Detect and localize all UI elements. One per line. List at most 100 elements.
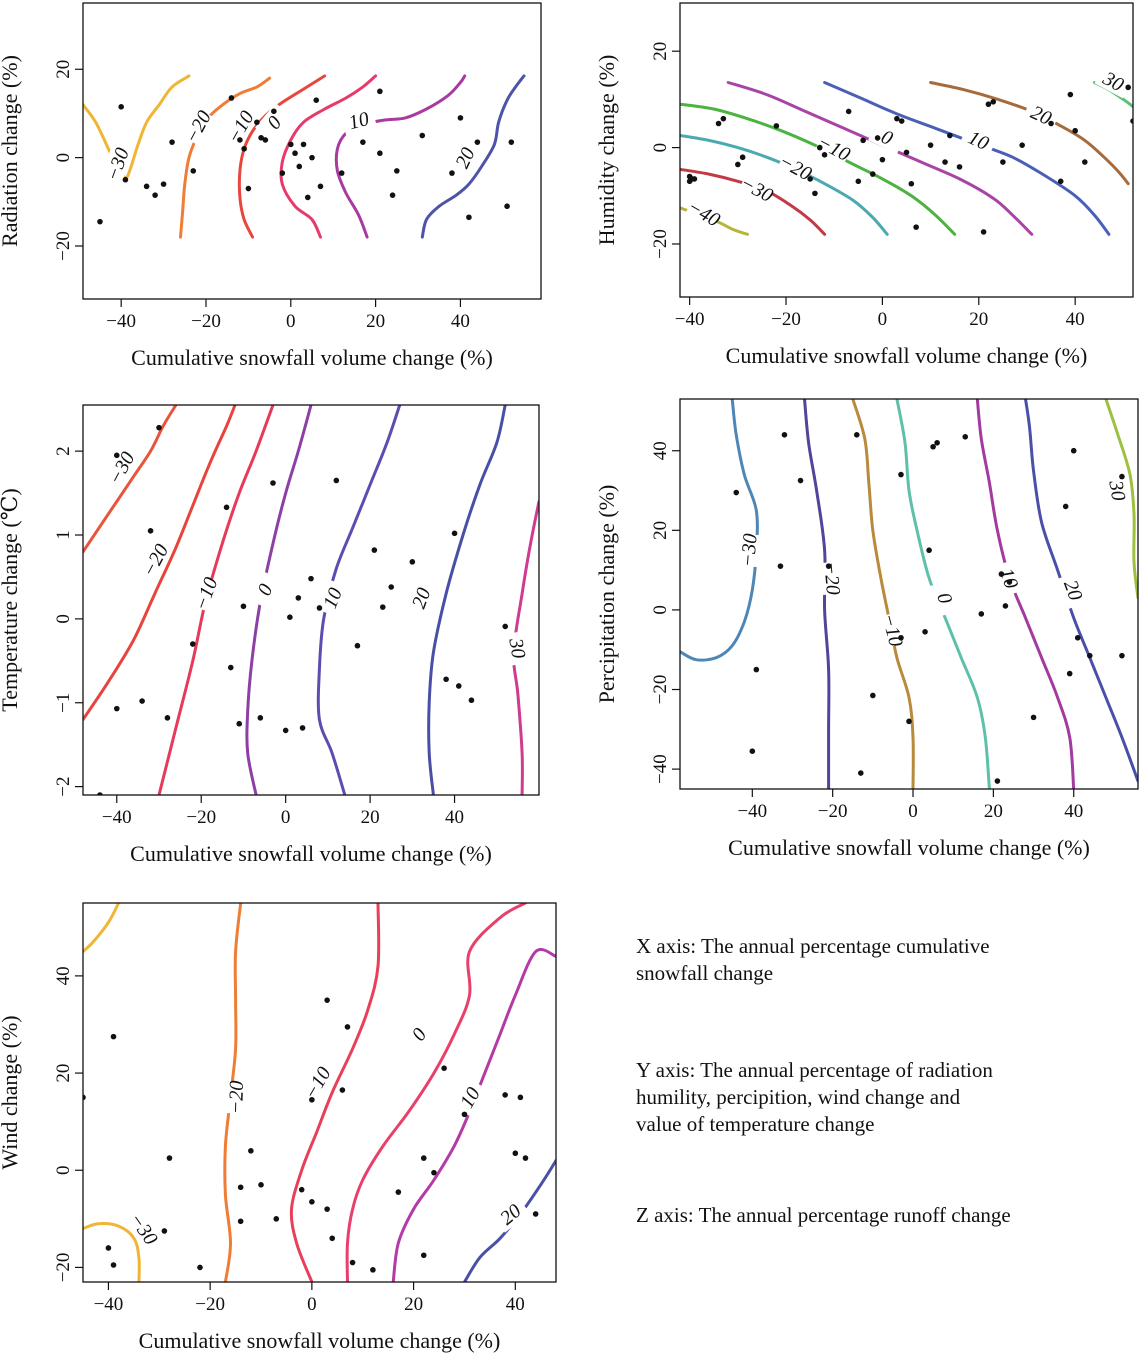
contour-label-bg bbox=[1094, 63, 1134, 99]
data-point bbox=[258, 134, 264, 141]
data-point bbox=[468, 697, 475, 704]
contour-label-6: 30 bbox=[504, 636, 529, 661]
data-point bbox=[860, 137, 866, 144]
data-point bbox=[441, 1065, 447, 1072]
data-point bbox=[97, 792, 103, 795]
contour-lines bbox=[83, 405, 539, 795]
contour-line-0 bbox=[680, 399, 759, 662]
data-point bbox=[377, 88, 383, 95]
data-point bbox=[300, 141, 307, 148]
data-point bbox=[308, 575, 314, 582]
x-tick-label: 20 bbox=[404, 1294, 423, 1315]
data-point bbox=[797, 477, 804, 484]
data-point bbox=[853, 432, 860, 438]
x-tick-label: −40 bbox=[106, 311, 136, 332]
data-point bbox=[245, 185, 252, 192]
x-tick-label: 0 bbox=[307, 1294, 317, 1315]
data-point bbox=[317, 183, 324, 190]
data-points bbox=[97, 424, 509, 795]
y-axis-title: Radiation change (%) bbox=[0, 55, 22, 247]
y-tick-label: −20 bbox=[53, 231, 74, 261]
data-point bbox=[299, 725, 306, 731]
data-point bbox=[344, 1024, 351, 1030]
data-point bbox=[169, 139, 175, 145]
x-tick-label: 20 bbox=[969, 309, 988, 330]
data-point bbox=[457, 115, 464, 121]
data-point bbox=[273, 1216, 280, 1222]
contour-label-bg bbox=[452, 1078, 488, 1117]
data-point bbox=[985, 101, 992, 108]
contour-label-0: −30 bbox=[102, 145, 134, 184]
contour-label-bg bbox=[504, 630, 532, 666]
y-tick-label: 0 bbox=[650, 143, 671, 153]
contour-line-0 bbox=[83, 1222, 141, 1282]
plot-frame bbox=[679, 398, 1139, 790]
y-tick-label: −20 bbox=[650, 229, 671, 259]
contour-line-4 bbox=[345, 903, 527, 1282]
data-point bbox=[781, 432, 788, 438]
data-point bbox=[816, 144, 823, 151]
y-tick-label: 0 bbox=[53, 1165, 74, 1175]
data-point bbox=[227, 664, 234, 671]
data-point bbox=[388, 584, 395, 590]
data-point bbox=[313, 97, 320, 103]
data-point bbox=[1006, 579, 1013, 585]
contour-label-bg bbox=[137, 540, 173, 580]
data-point bbox=[1002, 603, 1009, 609]
data-point bbox=[1062, 503, 1069, 510]
x-tick-label: 20 bbox=[361, 807, 380, 828]
data-point bbox=[262, 137, 269, 143]
data-point bbox=[237, 137, 243, 143]
data-point bbox=[898, 471, 904, 478]
data-point bbox=[190, 168, 197, 174]
data-point bbox=[394, 168, 400, 174]
x-tick-label: −20 bbox=[771, 309, 801, 330]
data-point bbox=[287, 141, 294, 148]
data-point bbox=[980, 229, 987, 235]
data-point bbox=[197, 1264, 203, 1271]
data-point bbox=[845, 108, 852, 115]
data-point bbox=[371, 547, 378, 553]
y-axis-title: Temperature change (℃) bbox=[0, 488, 22, 711]
data-point bbox=[271, 108, 277, 115]
data-point bbox=[978, 611, 985, 617]
data-point bbox=[1125, 84, 1131, 91]
data-point bbox=[906, 718, 912, 725]
contour-label-bg bbox=[814, 130, 854, 165]
data-point bbox=[908, 180, 915, 187]
contour-label-bg bbox=[868, 120, 907, 154]
data-point bbox=[956, 164, 963, 170]
data-point bbox=[962, 434, 969, 440]
data-point bbox=[223, 504, 230, 511]
data-point bbox=[160, 181, 167, 187]
data-point bbox=[1119, 652, 1125, 659]
contour-line-5 bbox=[427, 405, 507, 795]
contour-line-4 bbox=[334, 74, 467, 239]
contour-label-bg bbox=[400, 1014, 437, 1054]
x-tick-label: 40 bbox=[451, 311, 470, 332]
data-point bbox=[143, 183, 150, 190]
contour-label-0: −30 bbox=[125, 1209, 162, 1249]
y-tick-label: 20 bbox=[650, 42, 671, 61]
data-point bbox=[389, 192, 396, 198]
data-point bbox=[1130, 118, 1133, 124]
x-tick-label: 0 bbox=[878, 309, 888, 330]
data-point bbox=[333, 477, 340, 484]
contour-label-bg bbox=[224, 1080, 248, 1114]
contour-label-bg bbox=[1104, 472, 1132, 509]
data-point bbox=[502, 623, 509, 630]
data-point bbox=[110, 1262, 117, 1268]
data-points bbox=[97, 88, 515, 225]
data-point bbox=[228, 95, 235, 101]
contour-line-3 bbox=[289, 903, 381, 1282]
data-point bbox=[998, 571, 1005, 577]
data-point bbox=[869, 171, 876, 177]
data-point bbox=[309, 154, 315, 161]
data-point bbox=[777, 563, 784, 569]
data-point bbox=[161, 1228, 168, 1234]
contour-line-1 bbox=[83, 903, 121, 954]
contour-line-5 bbox=[420, 74, 526, 239]
contour-label-bg bbox=[993, 559, 1026, 597]
x-tick-label: −40 bbox=[675, 309, 705, 330]
